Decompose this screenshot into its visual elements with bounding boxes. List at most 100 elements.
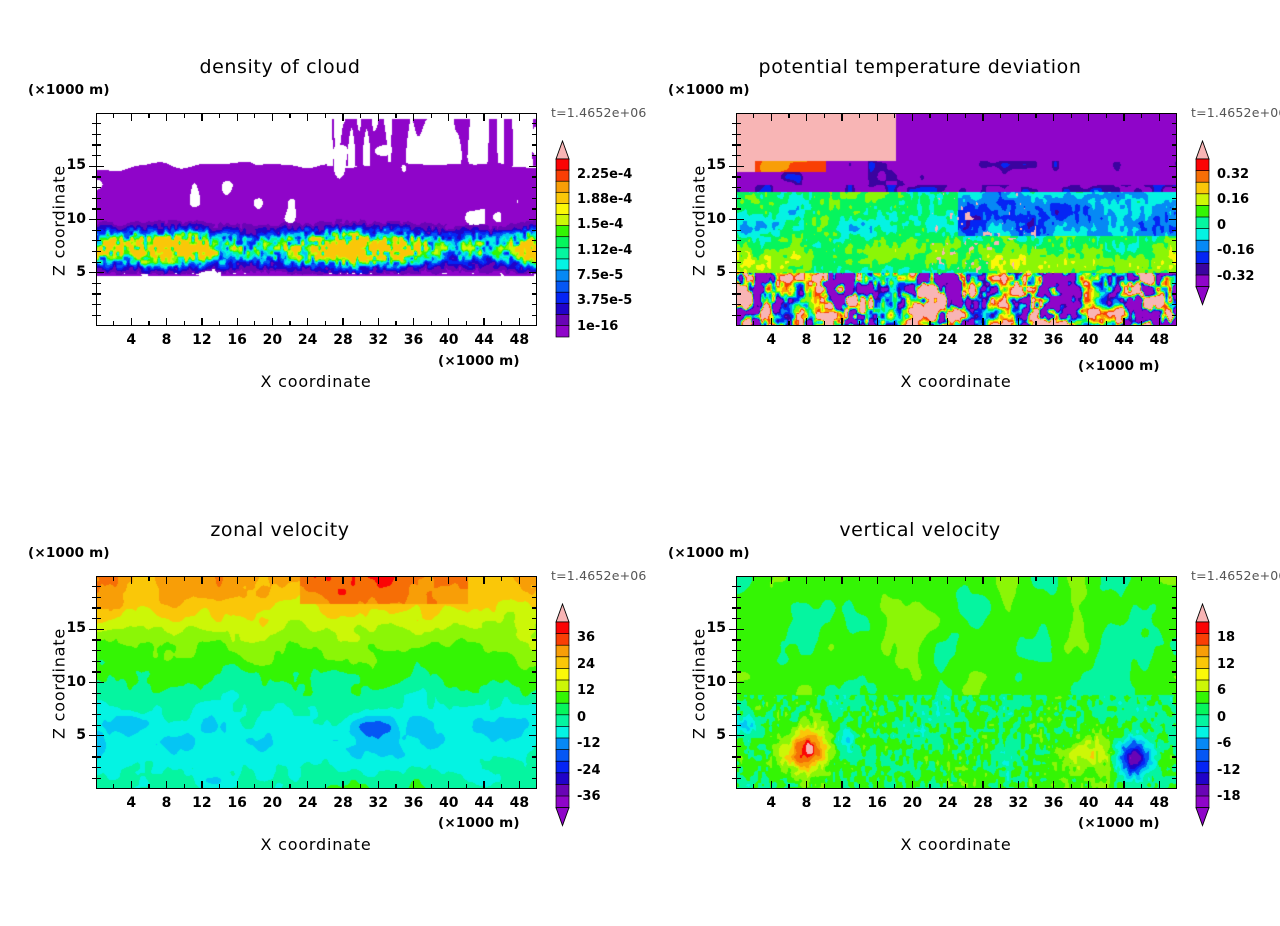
- x-tick-label: 32: [1008, 795, 1028, 811]
- x-tick-label: 40: [439, 332, 459, 348]
- y-axis-tick-outer: [732, 197, 736, 199]
- colorbar-tick-label: 24: [577, 656, 596, 672]
- colorbar-tick-label: 36: [577, 630, 596, 646]
- x-axis-tick: [1070, 321, 1072, 326]
- panel-title: density of cloud: [199, 56, 361, 78]
- x-axis-tick-top: [254, 113, 256, 118]
- x-axis-tick-top: [805, 113, 808, 121]
- x-axis-tick-top: [448, 113, 450, 121]
- x-axis-tick: [183, 321, 185, 326]
- x-axis-tick-top: [1123, 113, 1125, 121]
- y-axis-tick-outer: [92, 607, 96, 609]
- y-axis-tick: [736, 314, 741, 317]
- y-axis-tick: [96, 240, 101, 242]
- x-tick-label: 8: [161, 795, 172, 811]
- colorbar-tick-label: 0.16: [1217, 192, 1250, 208]
- y-axis-tick-right: [1172, 649, 1177, 652]
- y-axis-tick-outer: [92, 713, 96, 716]
- y-axis-tick-right: [1172, 250, 1177, 253]
- y-axis-tick: [736, 293, 741, 295]
- colorbar-tick-label: -24: [577, 762, 601, 778]
- y-axis-tick: [96, 767, 101, 769]
- y-axis-tick-right: [1172, 229, 1177, 231]
- y-axis-tick-right: [1172, 586, 1177, 588]
- y-axis-tick-right: [1172, 618, 1177, 620]
- y-axis-tick: [736, 272, 744, 274]
- x-axis-tick-top: [360, 113, 362, 118]
- y-axis-tick-outer: [732, 618, 736, 620]
- x-axis-tick-top: [1158, 576, 1161, 584]
- x-axis-tick-top: [271, 576, 274, 584]
- x-axis-tick: [947, 781, 949, 789]
- x-axis-tick-top: [307, 576, 309, 584]
- y-axis-tick-right: [1172, 208, 1177, 210]
- x-tick-label: 44: [474, 332, 494, 348]
- x-tick-label: 12: [832, 795, 852, 811]
- x-axis-tick-top: [788, 576, 790, 581]
- y-axis-tick: [96, 724, 101, 726]
- x-axis-tick: [1052, 318, 1055, 326]
- y-axis-tick-outer: [732, 649, 736, 652]
- x-tick-label: 12: [832, 332, 852, 348]
- y-axis-tick-outer: [92, 777, 96, 780]
- x-axis-tick: [324, 321, 327, 326]
- y-axis-tick-outer: [89, 681, 96, 684]
- y-axis-tick-right: [532, 123, 537, 125]
- x-axis-tick-top: [982, 576, 984, 584]
- colorbar: 36 24 12 0 -12 -24 -36: [555, 603, 638, 827]
- x-axis-tick-top: [218, 576, 221, 581]
- y-axis-tick-outer: [729, 681, 736, 684]
- y-axis-tick: [96, 745, 101, 748]
- y-axis-tick-outer: [92, 293, 96, 295]
- y-axis-tick-right: [1169, 681, 1177, 684]
- plot-area: [736, 113, 1177, 326]
- y-axis-tick: [96, 660, 101, 662]
- x-axis-tick: [342, 318, 344, 326]
- y-axis-tick-outer: [92, 123, 96, 125]
- y-axis-tick: [736, 628, 744, 630]
- x-axis-tick-top: [448, 576, 450, 584]
- y-axis-tick: [96, 208, 101, 210]
- x-axis-tick: [501, 321, 503, 326]
- x-axis-tick: [307, 781, 309, 789]
- x-tick-label: 4: [126, 332, 137, 348]
- y-axis-tick-right: [1172, 660, 1177, 662]
- x-axis-tick-top: [1052, 576, 1055, 584]
- y-tick-label: 15: [706, 620, 726, 637]
- y-axis-tick: [736, 282, 741, 285]
- x-tick-label: 32: [1008, 332, 1028, 348]
- y-axis-tick: [736, 250, 741, 253]
- y-axis-tick-right: [532, 155, 537, 157]
- x-axis-tick-top: [201, 576, 203, 584]
- y-axis-tick-right: [532, 586, 537, 588]
- y-axis-tick: [96, 123, 101, 125]
- y-axis-tick-outer: [732, 176, 736, 178]
- x-axis-tick-top: [894, 576, 896, 581]
- y-axis-tick-outer: [732, 208, 736, 210]
- x-axis-tick-top: [465, 576, 468, 581]
- colorbar-tick-label: -0.32: [1217, 268, 1255, 284]
- y-axis-tick-right: [532, 618, 537, 620]
- x-axis-tick: [1088, 781, 1090, 789]
- y-axis-tick-right: [1172, 639, 1177, 641]
- y-axis-tick-right: [1172, 186, 1177, 189]
- x-axis-tick-top: [947, 576, 949, 584]
- x-axis-tick-top: [876, 113, 878, 121]
- x-axis-tick-top: [201, 113, 203, 121]
- y-axis-tick: [96, 282, 101, 285]
- x-axis-tick: [1052, 781, 1055, 789]
- x-axis-tick-top: [236, 113, 238, 121]
- x-axis-tick-top: [1105, 576, 1108, 581]
- y-axis-units: (×1000 m): [668, 82, 750, 98]
- x-axis-tick: [1141, 321, 1143, 326]
- x-axis-tick: [183, 784, 185, 789]
- y-axis-tick-right: [529, 681, 537, 684]
- x-tick-label: 20: [902, 332, 923, 348]
- x-tick-label: 28: [333, 332, 353, 348]
- y-tick-label: 10: [706, 210, 726, 227]
- x-axis-tick: [289, 784, 291, 789]
- contour-field: [97, 114, 536, 325]
- y-axis-tick-outer: [92, 660, 96, 662]
- y-axis-tick: [736, 229, 741, 231]
- x-tick-label: 20: [262, 795, 283, 811]
